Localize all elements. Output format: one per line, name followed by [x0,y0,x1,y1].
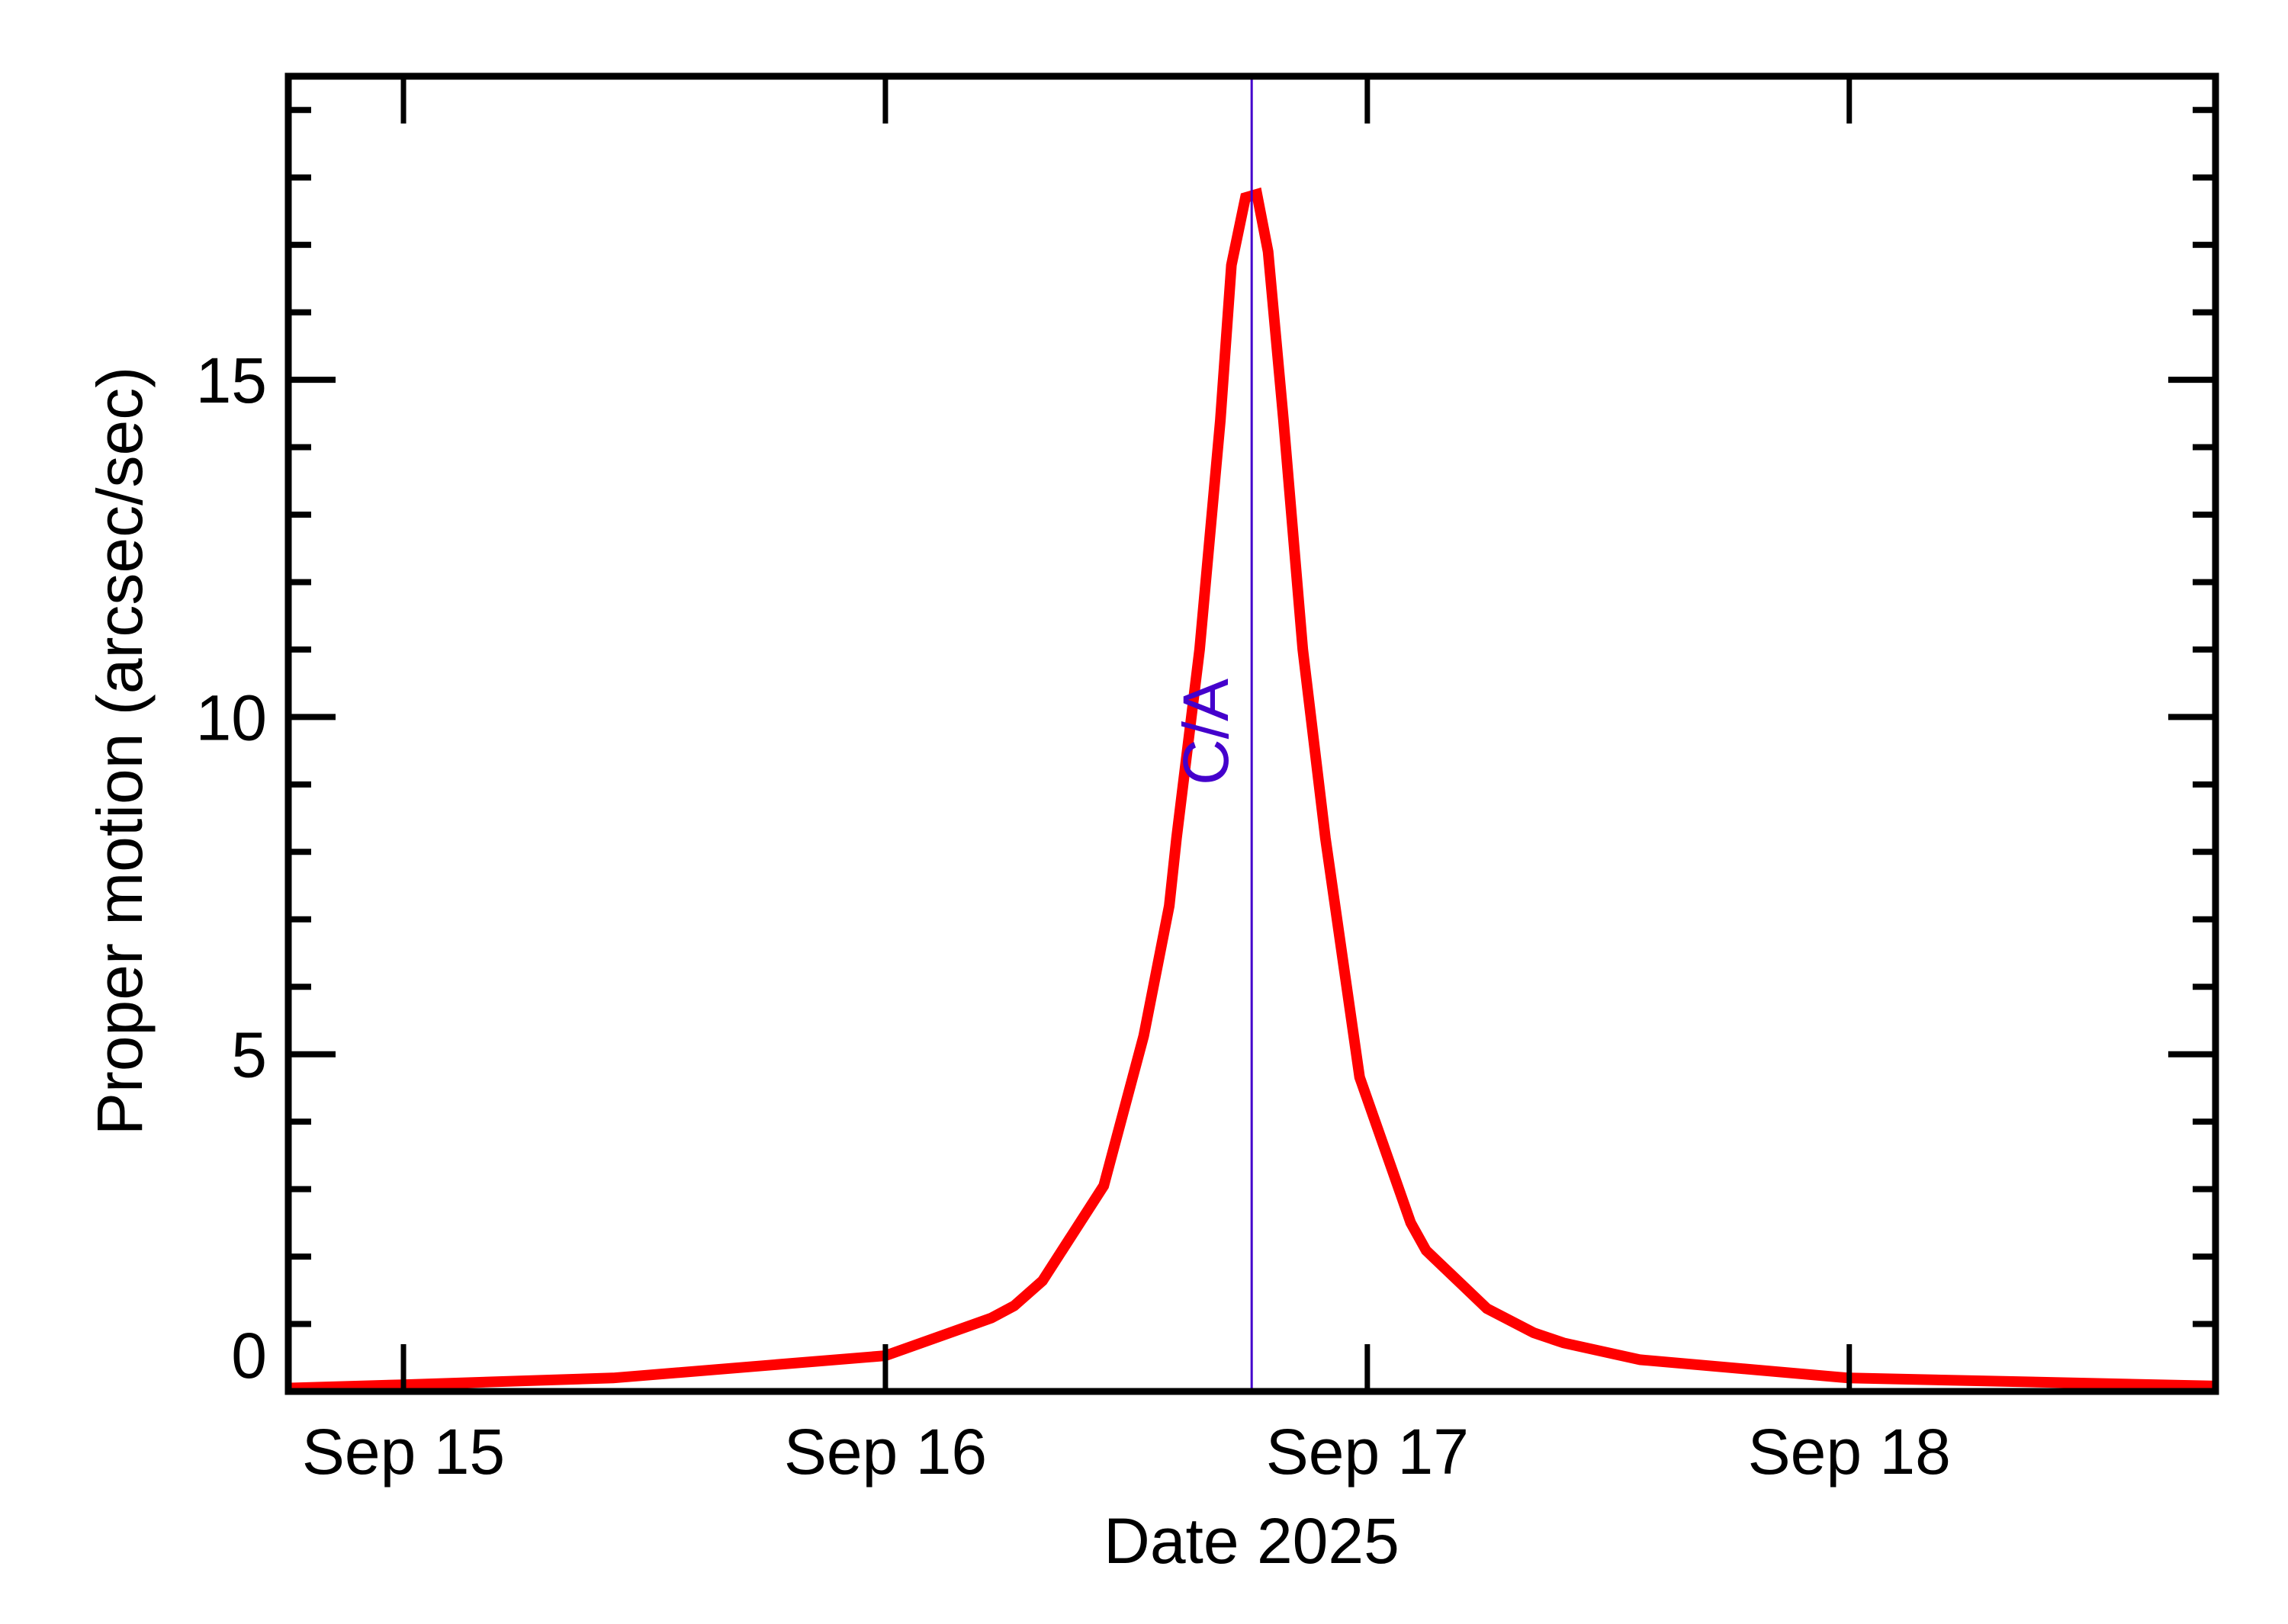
y-tick-label: 10 [196,682,267,753]
series-layer [288,187,2216,1394]
plot-frame: Sep 15 Sep 16 Sep 17 Sep 18 0 5 10 15 [196,72,2219,1488]
y-tick-label: 5 [231,1019,267,1091]
x-tick-label: Sep 18 [1748,1416,1951,1488]
closest-approach-marker: C/A [1170,76,1253,1391]
y-axis-title: Proper motion (arcsec/sec) [84,367,156,1135]
x-tick-label: Sep 15 [302,1416,505,1488]
plot-border [284,72,2219,1395]
x-axis-ticks: Sep 15 Sep 16 Sep 17 Sep 18 [302,76,1951,1488]
x-tick-label: Sep 17 [1266,1416,1469,1488]
y-axis-ticks: 0 5 10 15 [196,107,2216,1391]
closest-approach-label: C/A [1170,679,1242,785]
x-axis-title: Date 2025 [1104,1505,1399,1577]
proper-motion-line [288,187,2216,1394]
y-tick-label: 0 [231,1320,267,1391]
x-tick-label: Sep 16 [784,1416,987,1488]
y-tick-label: 15 [196,345,267,416]
